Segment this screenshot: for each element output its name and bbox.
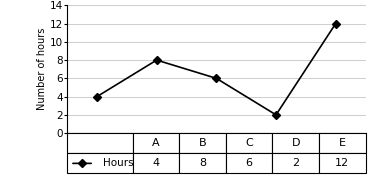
- Text: D: D: [291, 138, 300, 148]
- Y-axis label: Number of hours: Number of hours: [37, 28, 47, 110]
- Text: 12: 12: [335, 158, 350, 168]
- Bar: [226, 153, 272, 173]
- Bar: [67, 133, 133, 153]
- Bar: [272, 153, 319, 173]
- Text: E: E: [339, 138, 346, 148]
- Bar: [67, 153, 133, 173]
- Text: 8: 8: [199, 158, 206, 168]
- Text: 4: 4: [153, 158, 160, 168]
- Text: C: C: [245, 138, 253, 148]
- Bar: [133, 133, 179, 153]
- Text: Hours: Hours: [103, 158, 134, 168]
- Bar: [319, 153, 366, 173]
- Bar: [179, 133, 226, 153]
- Text: A: A: [152, 138, 160, 148]
- Bar: [133, 153, 179, 173]
- Bar: [226, 133, 272, 153]
- Bar: [179, 153, 226, 173]
- Text: 6: 6: [246, 158, 253, 168]
- Bar: [272, 133, 319, 153]
- Text: B: B: [199, 138, 206, 148]
- Text: 2: 2: [292, 158, 299, 168]
- Bar: [319, 133, 366, 153]
